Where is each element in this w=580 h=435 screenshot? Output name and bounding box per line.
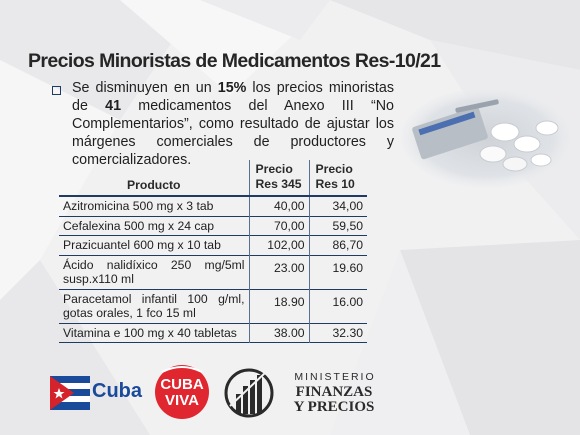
- table-row: Cefalexina 500 mg x 24 cap 70,00 59,50: [59, 216, 367, 236]
- price-10-cell: 34,00: [308, 196, 367, 216]
- bullet-text-part: medicamentos del Anexo III “No Complemen…: [72, 98, 394, 168]
- cuba-flag-logo: [50, 376, 90, 410]
- price-table: Producto Precio Res 345 Precio Res 10 Az…: [59, 160, 367, 343]
- price-10-cell: 86,70: [308, 235, 367, 255]
- table-row: Azitromicina 500 mg x 3 tab 40,00 34,00: [59, 196, 367, 216]
- table-row: Ácido nalidíxico 250 mg/5ml susp.x110 ml…: [59, 255, 367, 289]
- price-10-cell: 59,50: [308, 216, 367, 236]
- ministerio-text-top: MINISTERIO: [294, 371, 376, 383]
- bullet-percent: 15%: [217, 80, 247, 96]
- bullet-text-part: Se disminuyen en un: [72, 80, 218, 96]
- ministerio-emblem-icon: [224, 368, 274, 418]
- cuba-logo-text: Cuba: [92, 380, 142, 402]
- product-cell: Cefalexina 500 mg x 24 cap: [63, 218, 215, 233]
- column-header-price-345: Precio Res 345: [248, 160, 309, 196]
- price-10-cell: 19.60: [308, 255, 367, 289]
- bullet-count: 41: [105, 98, 122, 114]
- price-345-cell: 23.00: [248, 255, 309, 289]
- table-header-row: Producto Precio Res 345 Precio Res 10: [59, 160, 367, 196]
- price-345-cell: 18.90: [248, 289, 309, 323]
- ministerio-text-bottom: Y PRECIOS: [293, 399, 375, 415]
- product-cell: Vitamina e 100 mg x 40 tabletas: [63, 325, 237, 340]
- bullet-text-part: los precios minoristas de: [72, 80, 394, 114]
- column-header-price-10: Precio Res 10: [308, 160, 367, 196]
- price-345-cell: 40,00: [248, 196, 309, 216]
- checkbox-bullet-icon: [52, 86, 61, 95]
- product-cell: Azitromicina 500 mg x 3 tab: [63, 199, 214, 213]
- price-345-cell: 102,00: [248, 235, 309, 255]
- price-345-cell: 70,00: [248, 216, 309, 236]
- table-row: Vitamina e 100 mg x 40 tabletas 38.00 32…: [59, 323, 367, 343]
- price-10-cell: 32.30: [308, 323, 367, 343]
- slide-title: Precios Minoristas de Medicamentos Res-1…: [28, 50, 441, 72]
- cuba-viva-text-top: CUBA: [160, 376, 203, 393]
- cuba-viva-text-bottom: VIVA: [165, 392, 199, 409]
- table-row: Prazicuantel 600 mg x 10 tab 102,00 86,7…: [59, 235, 367, 255]
- price-345-cell: 38.00: [248, 323, 309, 343]
- table-row: Paracetamol infantil 100 g/ml, gotas ora…: [59, 289, 367, 323]
- product-cell: Prazicuantel 600 mg x 10 tab: [63, 238, 221, 252]
- price-10-cell: 16.00: [308, 289, 367, 323]
- product-cell: Paracetamol infantil 100 g/ml, gotas ora…: [63, 291, 245, 321]
- bullet-paragraph: Se disminuyen en un 15% los precios mino…: [72, 79, 394, 169]
- ministerio-text-mid: FINANZAS: [295, 384, 373, 400]
- cuba-viva-logo: CUBA VIVA: [155, 365, 209, 419]
- column-header-product: Producto: [127, 178, 181, 192]
- product-cell: Ácido nalidíxico 250 mg/5ml susp.x110 ml: [63, 257, 245, 287]
- pills-photo: [401, 88, 571, 188]
